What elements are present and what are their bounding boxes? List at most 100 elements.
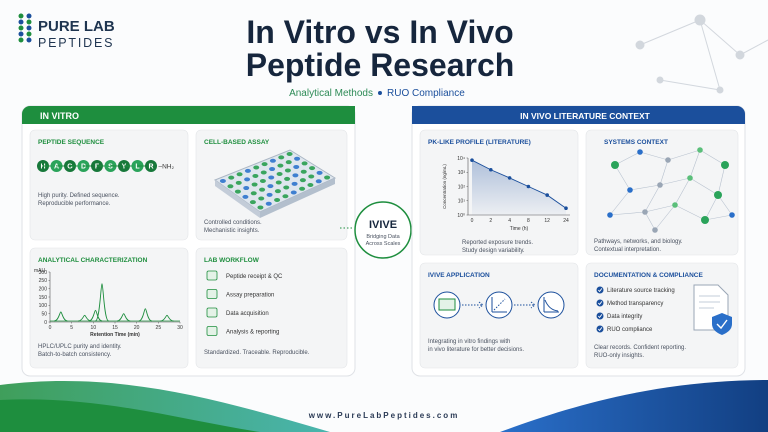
x-tick-label: 15 xyxy=(112,325,118,331)
x-tick-label: 20 xyxy=(134,325,140,331)
network-edge xyxy=(674,177,691,206)
y-tick-label: 10³ xyxy=(458,170,466,176)
well xyxy=(265,201,272,206)
y-tick-label: 150 xyxy=(39,295,48,301)
subtitle-part: RUO Compliance xyxy=(387,88,465,99)
step-label: Peptide receipt & QC xyxy=(226,274,283,280)
application-icons xyxy=(433,291,565,319)
well xyxy=(308,174,315,179)
network-edge xyxy=(644,211,656,231)
card-text: Pathways, networks, and biology. xyxy=(594,239,683,245)
card-text: HPLC/UPLC purity and identity. xyxy=(38,344,122,350)
well xyxy=(284,176,291,181)
logo-line1: PURE LAB xyxy=(38,18,115,35)
network-node xyxy=(701,216,709,224)
card-text: Controlled conditions. xyxy=(204,220,262,226)
x-axis-label: Time (h) xyxy=(510,226,529,232)
compliance-item: Method transparency xyxy=(607,301,663,307)
x-tick-label: 2 xyxy=(489,218,492,224)
peak xyxy=(160,314,174,322)
card xyxy=(29,247,189,369)
well xyxy=(290,190,297,195)
y-axis-label: Concentration (ng/mL) xyxy=(442,164,447,209)
compliance-list: Literature source tracking Method transpa… xyxy=(596,286,675,333)
x-tick-label: 25 xyxy=(156,325,162,331)
residue: L xyxy=(135,164,140,171)
well xyxy=(269,167,276,172)
check-icon xyxy=(596,299,604,307)
network-node xyxy=(637,149,643,155)
step-icon xyxy=(206,307,218,318)
y-tick-label: 50 xyxy=(41,311,47,317)
check-icon xyxy=(596,312,604,320)
peak xyxy=(116,313,131,322)
well xyxy=(300,169,307,174)
y-tick-label: 250 xyxy=(39,278,48,284)
peak xyxy=(78,314,92,322)
well xyxy=(299,186,306,191)
x-tick-label: 24 xyxy=(563,218,569,224)
well xyxy=(219,178,226,183)
network-edge xyxy=(717,194,733,216)
well xyxy=(285,160,292,165)
network-node xyxy=(665,157,671,163)
x-tick-label: 12 xyxy=(544,218,550,224)
well xyxy=(252,173,259,178)
area xyxy=(472,160,566,215)
well xyxy=(316,170,323,175)
y-axis-label: mAU xyxy=(34,268,46,274)
network-edge xyxy=(614,151,641,166)
network-edge xyxy=(609,189,631,216)
network-edge xyxy=(717,164,726,196)
in-vitro-header-text: IN VITRO xyxy=(40,111,79,121)
x-tick-label: 4 xyxy=(508,218,511,224)
line xyxy=(471,159,567,209)
network-edge xyxy=(659,177,691,186)
y-tick-label: 10⁰ xyxy=(457,213,465,219)
card-title: PEPTIDE SEQUENCE xyxy=(38,139,105,146)
compliance-item: Data integrity xyxy=(607,314,642,320)
well xyxy=(243,186,250,191)
well xyxy=(250,191,257,196)
in-vivo-header-text: IN VIVO LITERATURE CONTEXT xyxy=(520,111,651,121)
point xyxy=(564,206,568,211)
well xyxy=(275,180,282,185)
ivive-text: Bridging Data xyxy=(366,234,400,240)
logo: PURE LAB PEPTIDES xyxy=(18,13,115,50)
network-node xyxy=(729,212,735,218)
x-tick-label: 5 xyxy=(70,325,73,331)
point xyxy=(470,158,474,163)
network-edge xyxy=(639,151,669,161)
well xyxy=(301,161,308,166)
well xyxy=(228,175,235,180)
x-tick-label: 0 xyxy=(49,325,52,331)
card-text: Integrating in vitro findings with xyxy=(428,339,510,345)
well xyxy=(315,179,322,184)
card-text: Clear records. Confident reporting. xyxy=(594,345,686,351)
well xyxy=(294,156,301,161)
step-icon xyxy=(206,270,218,281)
check-mark xyxy=(597,327,603,332)
ivive-title: IVIVE xyxy=(369,219,397,231)
network-edge xyxy=(654,204,676,231)
document-icon xyxy=(693,284,732,335)
well xyxy=(257,205,264,210)
x-tick-label: 10 xyxy=(91,325,97,331)
peak xyxy=(94,283,110,322)
y-tick-label: 300 xyxy=(39,270,48,276)
in-vitro-header xyxy=(22,106,355,124)
network-edge xyxy=(629,184,661,191)
residue: H xyxy=(40,164,45,171)
x-axis-label: Retention Time (min) xyxy=(90,332,140,338)
subtitle-separator xyxy=(378,91,382,95)
well xyxy=(258,196,265,201)
well xyxy=(234,189,241,194)
well xyxy=(274,189,281,194)
well xyxy=(299,178,306,183)
bead xyxy=(145,160,157,172)
compliance-item: RUO compliance xyxy=(607,327,653,333)
title-line2: Peptide Research xyxy=(246,47,515,83)
workflow-steps: Peptide receipt & QC Assay preparation Dat… xyxy=(206,270,283,336)
network-node xyxy=(607,212,613,218)
